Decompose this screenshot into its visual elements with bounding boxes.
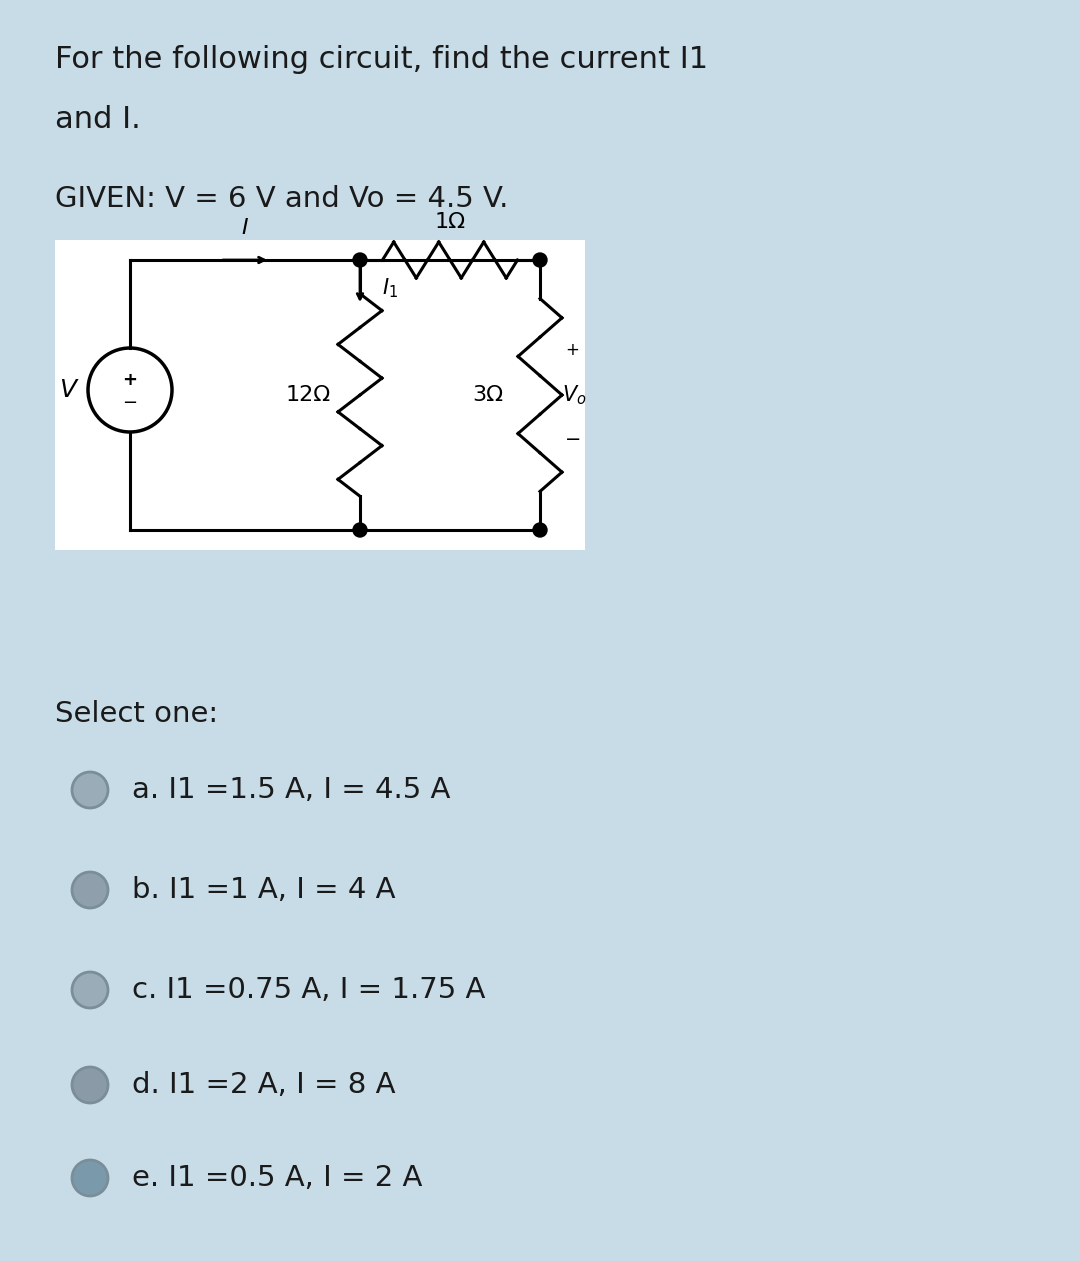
Text: $V_o$: $V_o$ (562, 383, 586, 407)
Text: I: I (242, 218, 248, 238)
Text: Select one:: Select one: (55, 700, 218, 728)
Text: a. I1 =1.5 A, I = 4.5 A: a. I1 =1.5 A, I = 4.5 A (132, 776, 450, 805)
Text: $\mathit{I}_1$: $\mathit{I}_1$ (382, 276, 399, 300)
Text: b. I1 =1 A, I = 4 A: b. I1 =1 A, I = 4 A (132, 876, 395, 904)
Circle shape (353, 253, 367, 267)
Circle shape (72, 873, 108, 908)
Circle shape (72, 972, 108, 1008)
Circle shape (72, 1067, 108, 1103)
Circle shape (72, 1160, 108, 1195)
Text: and I.: and I. (55, 105, 140, 134)
Text: c. I1 =0.75 A, I = 1.75 A: c. I1 =0.75 A, I = 1.75 A (132, 976, 485, 1004)
Circle shape (353, 523, 367, 537)
Circle shape (534, 253, 546, 267)
Bar (55, 240, 585, 550)
Text: V: V (59, 378, 77, 402)
Text: +: + (565, 340, 579, 359)
Text: −: − (565, 430, 581, 449)
Text: d. I1 =2 A, I = 8 A: d. I1 =2 A, I = 8 A (132, 1071, 395, 1100)
Text: e. I1 =0.5 A, I = 2 A: e. I1 =0.5 A, I = 2 A (132, 1164, 422, 1192)
Circle shape (72, 772, 108, 808)
Text: 1Ω: 1Ω (434, 212, 465, 232)
Text: 3Ω: 3Ω (472, 385, 503, 405)
Text: 12Ω: 12Ω (285, 385, 330, 405)
Text: GIVEN: V = 6 V and Vo = 4.5 V.: GIVEN: V = 6 V and Vo = 4.5 V. (55, 185, 509, 213)
Text: +: + (122, 371, 137, 388)
Text: −: − (122, 393, 137, 412)
Text: For the following circuit, find the current I1: For the following circuit, find the curr… (55, 45, 708, 74)
Circle shape (534, 523, 546, 537)
